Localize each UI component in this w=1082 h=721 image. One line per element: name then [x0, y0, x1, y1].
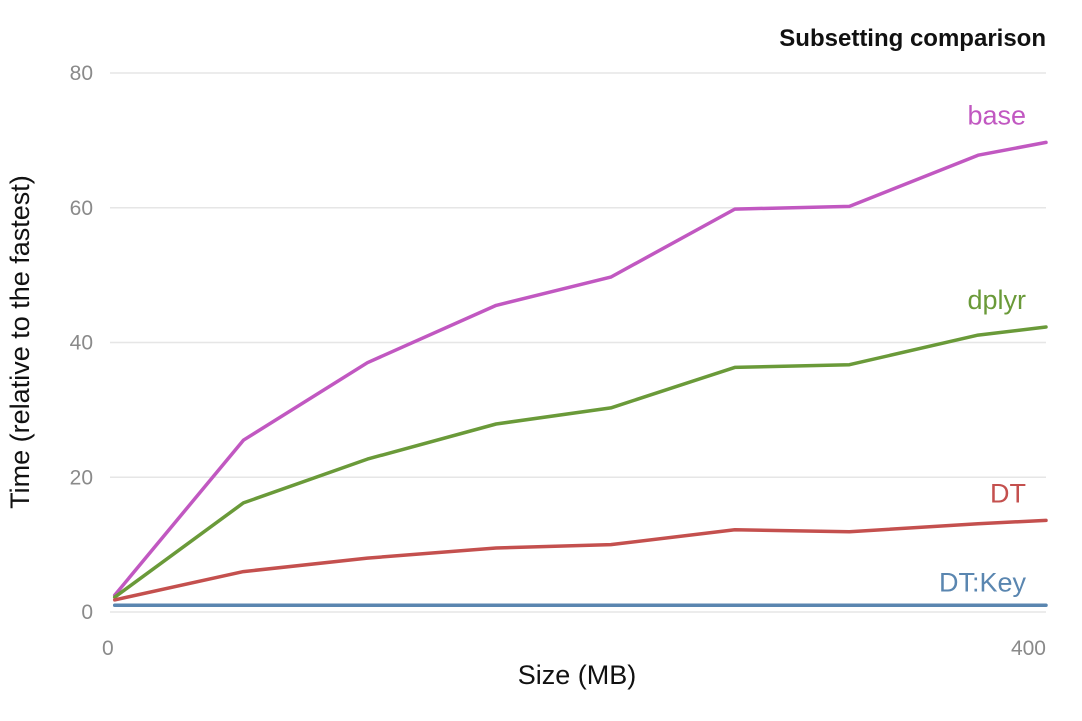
y-axis-title: Time (relative to the fastest): [5, 175, 35, 509]
series-label-base: base: [967, 100, 1026, 130]
y-tick-label: 40: [70, 332, 93, 355]
series-line-dt: [112, 518, 1048, 602]
gridlines: [110, 72, 1046, 613]
x-tick-label: 0: [102, 637, 114, 660]
y-tick-label: 80: [70, 62, 93, 85]
x-axis-ticks: 0 400: [102, 637, 1046, 660]
series-line-dplyr: [112, 325, 1048, 599]
series-line-base: [112, 140, 1048, 597]
series-label-dt: DT: [990, 478, 1026, 508]
x-axis-title: Size (MB): [518, 660, 637, 690]
chart-title: Subsetting comparison: [779, 25, 1046, 52]
x-tick-label: 400: [1011, 637, 1046, 660]
series-label-dt-key: DT:Key: [939, 567, 1027, 597]
y-tick-label: 60: [70, 197, 93, 220]
series-labels: base dplyr DT DT:Key: [939, 100, 1027, 597]
y-tick-label: 0: [81, 601, 93, 624]
series-label-dplyr: dplyr: [967, 285, 1026, 315]
series-lines: [112, 140, 1048, 608]
y-axis-ticks: 0 20 40 60 80: [70, 62, 93, 624]
y-tick-label: 20: [70, 466, 93, 489]
